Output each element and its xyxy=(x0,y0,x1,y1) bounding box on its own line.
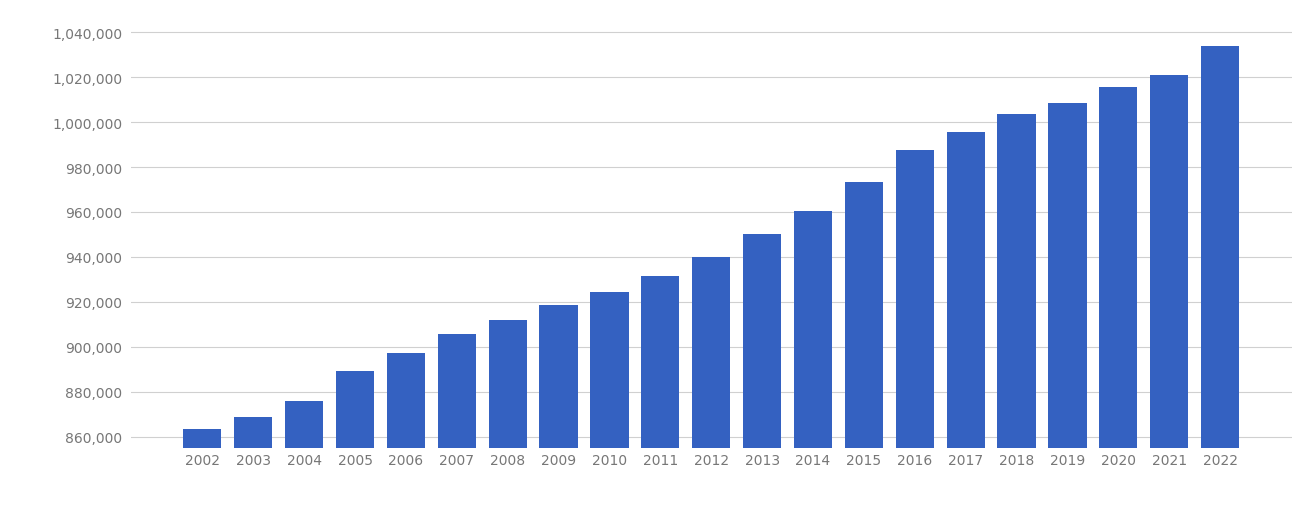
Bar xyxy=(692,258,731,509)
Bar xyxy=(946,133,985,509)
Bar xyxy=(743,235,782,509)
Bar xyxy=(997,115,1036,509)
Bar xyxy=(1201,47,1240,509)
Bar xyxy=(335,372,375,509)
Bar xyxy=(284,401,324,509)
Bar xyxy=(488,320,527,509)
Bar xyxy=(1048,104,1087,509)
Bar xyxy=(793,211,833,509)
Bar xyxy=(386,354,425,509)
Bar xyxy=(437,335,476,509)
Bar xyxy=(1150,76,1189,509)
Bar xyxy=(1099,88,1138,509)
Bar xyxy=(844,182,883,509)
Bar xyxy=(590,292,629,509)
Bar xyxy=(895,151,934,509)
Bar xyxy=(641,276,680,509)
Bar xyxy=(539,305,578,509)
Bar xyxy=(183,430,222,509)
Bar xyxy=(234,418,273,509)
